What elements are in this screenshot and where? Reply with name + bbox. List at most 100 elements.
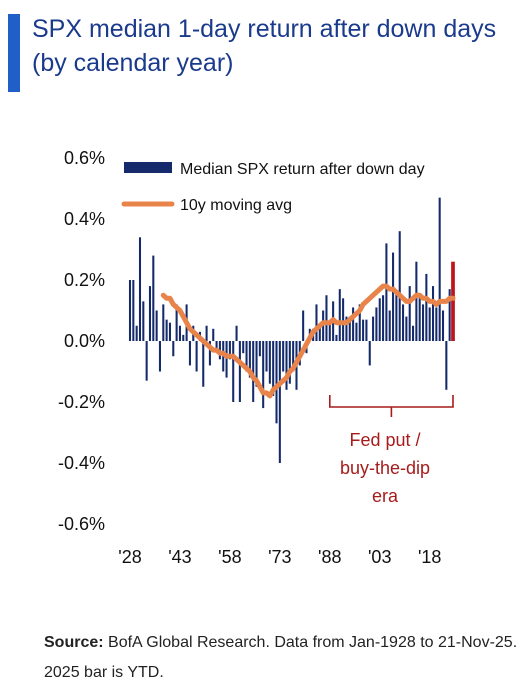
bar (228, 341, 231, 360)
bar (362, 319, 365, 341)
bar (398, 231, 401, 341)
x-tick-label: '28 (118, 547, 141, 567)
title-accent-bar (8, 14, 20, 92)
y-tick-label: 0.0% (64, 331, 105, 351)
annotation-text: buy-the-dip (340, 458, 430, 478)
x-tick-label: '88 (318, 547, 341, 567)
bar (128, 280, 132, 341)
source-label: Source: (44, 634, 104, 651)
bar (268, 341, 271, 384)
bar (358, 304, 361, 341)
bar (235, 325, 238, 341)
bar (345, 316, 348, 341)
bar (375, 307, 378, 341)
bar (392, 252, 395, 341)
bar (418, 295, 421, 341)
bar (435, 307, 438, 341)
bar (275, 341, 278, 424)
bar (205, 325, 208, 341)
bar-series (128, 197, 455, 463)
bar (232, 341, 235, 402)
bar (172, 341, 175, 357)
bar (382, 295, 385, 341)
bar (208, 341, 211, 366)
bar (285, 341, 288, 390)
bar (265, 341, 268, 372)
bar (378, 298, 381, 341)
bar (412, 325, 415, 341)
bar (428, 307, 431, 341)
bar (145, 341, 148, 381)
bar (352, 307, 355, 341)
x-tick-label: '58 (218, 547, 241, 567)
bar (155, 310, 158, 341)
legend-swatch-bars (124, 162, 172, 173)
bar (405, 316, 408, 341)
x-axis-ticks: '28 '43 '58 '73 '88 '03 '18 (118, 547, 441, 567)
y-tick-label: 0.4% (64, 209, 105, 229)
bar (168, 322, 171, 341)
chart-title: SPX median 1-day return after down days … (32, 15, 497, 77)
bar (408, 286, 411, 341)
bar (315, 304, 318, 341)
bar (438, 197, 441, 341)
bar (262, 341, 265, 409)
annotation-bracket (328, 395, 454, 417)
legend-label-bars: Median SPX return after down day (180, 161, 425, 178)
annotation: Fed put / buy-the-dip era (328, 395, 454, 506)
bar (282, 341, 285, 372)
bar (148, 286, 152, 341)
bar (338, 289, 341, 341)
bar (365, 319, 368, 341)
annotation-text: Fed put / (349, 430, 420, 450)
bar (215, 341, 218, 351)
y-tick-label: -0.2% (58, 392, 105, 412)
bar (328, 322, 331, 341)
bar (178, 325, 181, 341)
bar (335, 334, 338, 341)
bar (138, 237, 142, 341)
bar (132, 280, 135, 341)
bar (368, 341, 371, 366)
bar (431, 286, 435, 341)
bar (152, 255, 155, 341)
x-tick-label: '03 (368, 547, 391, 567)
bar (188, 341, 191, 366)
x-tick-label: '43 (168, 547, 191, 567)
bar (242, 341, 245, 354)
bar (162, 304, 165, 341)
bar (288, 341, 291, 384)
moving-average-series (160, 283, 456, 399)
bar (272, 341, 275, 396)
bar (372, 316, 375, 341)
bar (388, 310, 391, 341)
x-tick-label: '73 (268, 547, 291, 567)
bar (212, 328, 215, 341)
bar (422, 304, 425, 341)
bar (451, 261, 455, 341)
bar (415, 261, 418, 341)
bar (402, 304, 405, 341)
legend-label-line: 10y moving avg (180, 197, 292, 214)
bar (325, 295, 328, 341)
bar (175, 304, 178, 341)
bar (255, 341, 258, 387)
moving-average-line (160, 283, 456, 399)
bar (425, 273, 428, 341)
y-axis-ticks: 0.6% 0.4% 0.2% 0.0% -0.2% -0.4% -0.6% (58, 148, 105, 534)
bar (318, 325, 321, 341)
bar (278, 341, 281, 463)
bar (165, 319, 168, 341)
annotation-text: era (372, 486, 399, 506)
source-text: BofA Global Research. Data from Jan-1928… (44, 634, 518, 681)
y-tick-label: 0.2% (64, 270, 105, 290)
bar (292, 341, 295, 372)
bar (195, 341, 198, 372)
bar (135, 325, 138, 341)
bar (302, 310, 305, 341)
bar (395, 292, 398, 341)
bar (258, 341, 261, 357)
bar (202, 341, 205, 387)
bar (158, 341, 161, 372)
bar (225, 341, 228, 378)
